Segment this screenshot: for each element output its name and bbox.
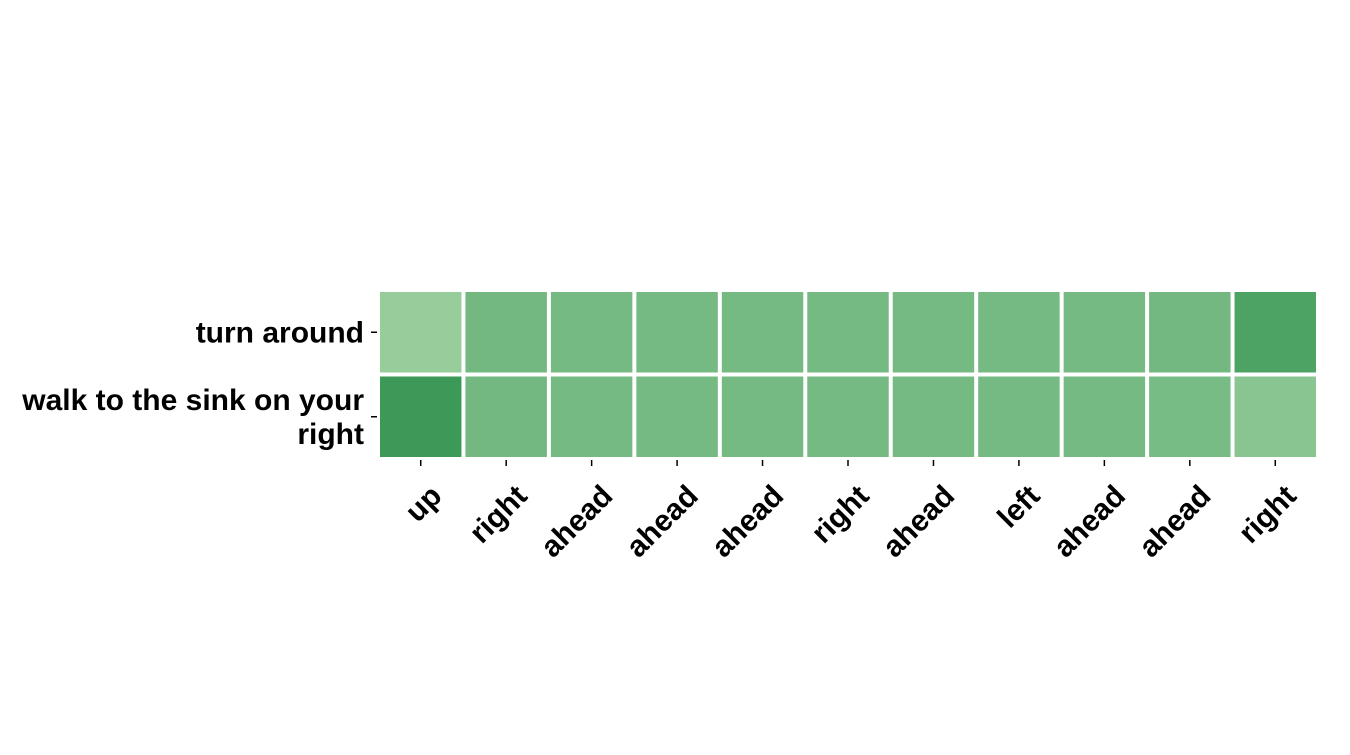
heatmap-cell-r1-c4 — [721, 376, 804, 457]
y-tick-label: walk to the sink on your right — [21, 384, 364, 451]
heatmap-cell-r0-c2 — [550, 292, 633, 373]
heatmap-cell-r1-c2 — [550, 376, 633, 457]
y-tick-label-line: walk to the sink on your — [21, 384, 364, 417]
heatmap-cell-r0-c0 — [380, 292, 462, 373]
heatmap-cell-r0-c5 — [807, 292, 889, 373]
x-tick-label: ahead — [876, 479, 961, 564]
heatmap-cell-r0-c9 — [1149, 292, 1231, 373]
x-tick-label: right — [1232, 479, 1302, 549]
x-tick-label: left — [991, 479, 1046, 534]
y-tick-label: turn around — [196, 316, 364, 349]
x-tick-label: up — [399, 479, 448, 528]
x-axis: up right ahead ahead ahead right ahead left ahea… — [399, 460, 1303, 564]
heatmap-cell-r0-c4 — [721, 292, 804, 373]
y-tick-label-line: right — [297, 418, 364, 451]
heatmap-cell-r1-c8 — [1063, 376, 1146, 457]
x-tick-label: ahead — [535, 479, 620, 564]
heatmap-cell-r0-c3 — [636, 292, 718, 373]
heatmap-cell-r1-c10 — [1234, 376, 1316, 457]
y-axis: turn around walk to the sink on your right — [21, 316, 377, 451]
heatmap-cell-r1-c0 — [380, 376, 462, 457]
cells-layer — [380, 292, 1316, 457]
x-tick-label: ahead — [706, 479, 791, 564]
x-tick-label: ahead — [620, 479, 705, 564]
heatmap-cell-r1-c5 — [807, 376, 889, 457]
heatmap-cell-r1-c1 — [465, 376, 547, 457]
heatmap-cell-r0-c7 — [978, 292, 1060, 373]
heatmap-cell-r1-c9 — [1149, 376, 1231, 457]
y-tick-label-line: turn around — [196, 316, 364, 349]
heatmap-cell-r0-c10 — [1234, 292, 1316, 373]
heatmap-cell-r0-c1 — [465, 292, 547, 373]
x-tick-label: ahead — [1133, 479, 1218, 564]
heatmap-cell-r0-c6 — [892, 292, 975, 373]
x-tick-label: right — [463, 479, 533, 549]
heatmap-cell-r0-c8 — [1063, 292, 1146, 373]
heatmap-cell-r1-c3 — [636, 376, 718, 457]
heatmap-cell-r1-c6 — [892, 376, 975, 457]
heatmap-cell-r1-c7 — [978, 376, 1060, 457]
x-tick-label: right — [805, 479, 875, 549]
x-tick-label: ahead — [1047, 479, 1132, 564]
